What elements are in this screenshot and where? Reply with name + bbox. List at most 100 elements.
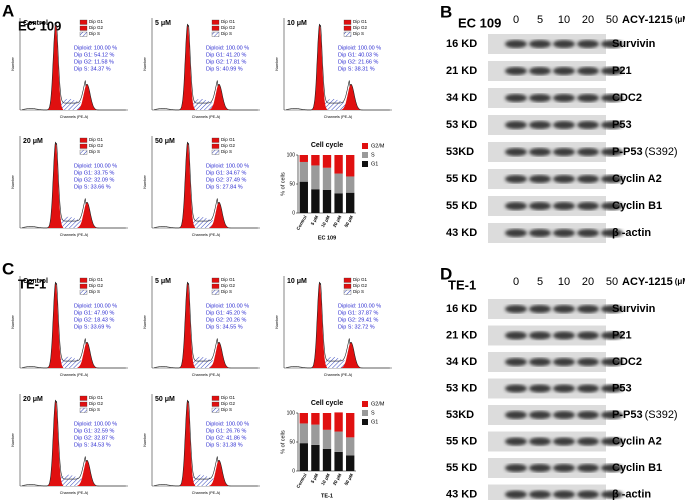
legend-label: Dip S (221, 289, 232, 294)
legend-swatch (211, 289, 220, 295)
legend-label: Dip G1 (89, 137, 104, 142)
histogram-outline (154, 399, 258, 487)
stat-text: Dip G2: 11.58 % (74, 59, 114, 65)
stat-text: Dip G1: 32.59 % (74, 428, 114, 434)
protein-name: CDC2 (612, 92, 642, 104)
legend-swatch (79, 277, 88, 283)
blot-band (577, 331, 599, 340)
blot-band (601, 411, 623, 419)
blot-band (601, 67, 623, 75)
blot-band (529, 464, 551, 472)
protein-label: P-P53 (S392) (612, 409, 678, 421)
kd-label: 55 KD (446, 435, 477, 447)
x-tick-label: 10 μM (320, 214, 331, 228)
y-axis-label: Number (11, 175, 15, 189)
y-tick-label: 50 (289, 181, 295, 187)
stat-text: Dip G2: 21.66 % (338, 59, 378, 65)
legend-label: Dip G1 (89, 395, 104, 400)
legend-label: Dip G2 (89, 283, 104, 288)
panel-letter: C (2, 259, 14, 278)
blot-band (529, 40, 551, 48)
legend-swatch (79, 19, 88, 25)
protein-label: Cyclin B1 (612, 200, 662, 212)
blot-band (601, 229, 623, 237)
dose-label: 20 (582, 276, 594, 288)
protein-label: P53 (612, 382, 632, 394)
blot-band (601, 490, 623, 499)
bar-segment (311, 424, 320, 445)
legend-swatch (79, 149, 88, 155)
blot-band (601, 464, 623, 472)
blot-band (505, 94, 527, 102)
treatment-unit: (μM) (675, 277, 685, 286)
bar-segment (299, 413, 308, 424)
protein-name: Survivin (612, 303, 656, 315)
g2-area (209, 460, 229, 486)
blot-band (553, 411, 575, 419)
legend-label: Dip S (89, 289, 100, 294)
g2-area (77, 342, 97, 368)
protein-label: Survivin (612, 38, 656, 50)
histogram-label: 50 μM (155, 138, 175, 145)
blot-band (601, 358, 623, 366)
legend-label: S (371, 410, 375, 416)
blot-band (505, 305, 527, 313)
protein-name: β -actin (612, 488, 651, 500)
blot-band (553, 67, 575, 75)
legend-swatch (211, 19, 220, 25)
chart-title: Cell cycle (311, 400, 343, 407)
panel-title: EC 109 (18, 18, 61, 33)
stat-text: Diploid: 100.00 % (74, 421, 117, 427)
panel-letter: B (440, 2, 452, 21)
legend-label: Dip S (221, 149, 232, 154)
kd-label: 53KD (446, 146, 474, 158)
stat-text: Dip G2: 17.81 % (206, 59, 246, 65)
blot-band (529, 305, 551, 313)
histogram-label: 20 μM (23, 396, 43, 403)
protein-name: P-P53 (612, 409, 643, 421)
bar-segment (346, 176, 355, 193)
histogram-label: Control (23, 20, 48, 27)
dose-label: 50 (606, 276, 618, 288)
treatment-unit: (μM) (675, 15, 685, 24)
stat-text: Dip S: 34.55 % (206, 324, 243, 330)
stat-text: Diploid: 100.00 % (338, 303, 381, 309)
bar-segment (299, 155, 308, 162)
blot-band (601, 175, 623, 183)
legend-swatch (211, 407, 220, 413)
blot-band (577, 490, 599, 499)
legend-swatch (343, 283, 352, 289)
y-tick-label: 100 (287, 152, 296, 158)
x-axis-label: Channels (PE-A) (60, 233, 89, 237)
bar-segment (299, 161, 308, 182)
stat-text: Dip G1: 26.76 % (206, 428, 246, 434)
stat-text: Dip G2: 41.86 % (206, 435, 246, 441)
legend-swatch (343, 25, 352, 31)
bar-segment (311, 165, 320, 190)
legend-swatch (211, 401, 220, 407)
dose-label: 50 (606, 14, 618, 26)
stat-text: Dip G2: 37.49 % (206, 177, 246, 183)
stat-text: Dip S: 33.69 % (74, 324, 111, 330)
blot-band (601, 202, 623, 210)
bar-segment (346, 155, 355, 177)
blot-band (553, 331, 575, 340)
stat-text: Dip S: 32.72 % (338, 324, 375, 330)
kd-label: 55 KD (446, 173, 477, 185)
histogram-outline (154, 141, 258, 229)
bar-segment (334, 451, 343, 471)
legend-label: Dip S (221, 407, 232, 412)
s-phase-area (320, 356, 350, 368)
stat-text: Diploid: 100.00 % (206, 45, 249, 51)
stat-text: Diploid: 100.00 % (206, 421, 249, 427)
blot-title: TE-1 (448, 277, 476, 292)
legend-label: Dip S (221, 31, 232, 36)
protein-label: P21 (612, 65, 632, 77)
x-tick-label: 10 μM (320, 472, 331, 486)
y-tick-label: 50 (289, 439, 295, 445)
blot-band (505, 67, 527, 75)
legend-swatch (79, 143, 88, 149)
histogram-label: 5 μM (155, 20, 171, 27)
protein-label: CDC2 (612, 92, 642, 104)
x-axis-label: Channels (PE-A) (192, 373, 221, 377)
